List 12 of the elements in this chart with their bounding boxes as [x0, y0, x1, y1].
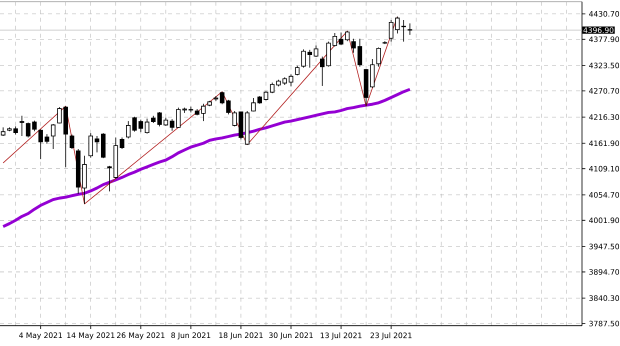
candlestick	[20, 115, 24, 136]
candlestick	[126, 120, 131, 139]
candlestick	[320, 56, 325, 86]
candlestick	[294, 65, 300, 76]
candlestick	[57, 106, 62, 124]
candlestick	[50, 124, 56, 150]
candlestick	[408, 22, 412, 36]
candlestick	[120, 137, 124, 150]
candlestick	[70, 134, 74, 150]
candlestick	[251, 98, 256, 112]
candlestick	[376, 47, 381, 68]
candlestick	[314, 45, 318, 58]
